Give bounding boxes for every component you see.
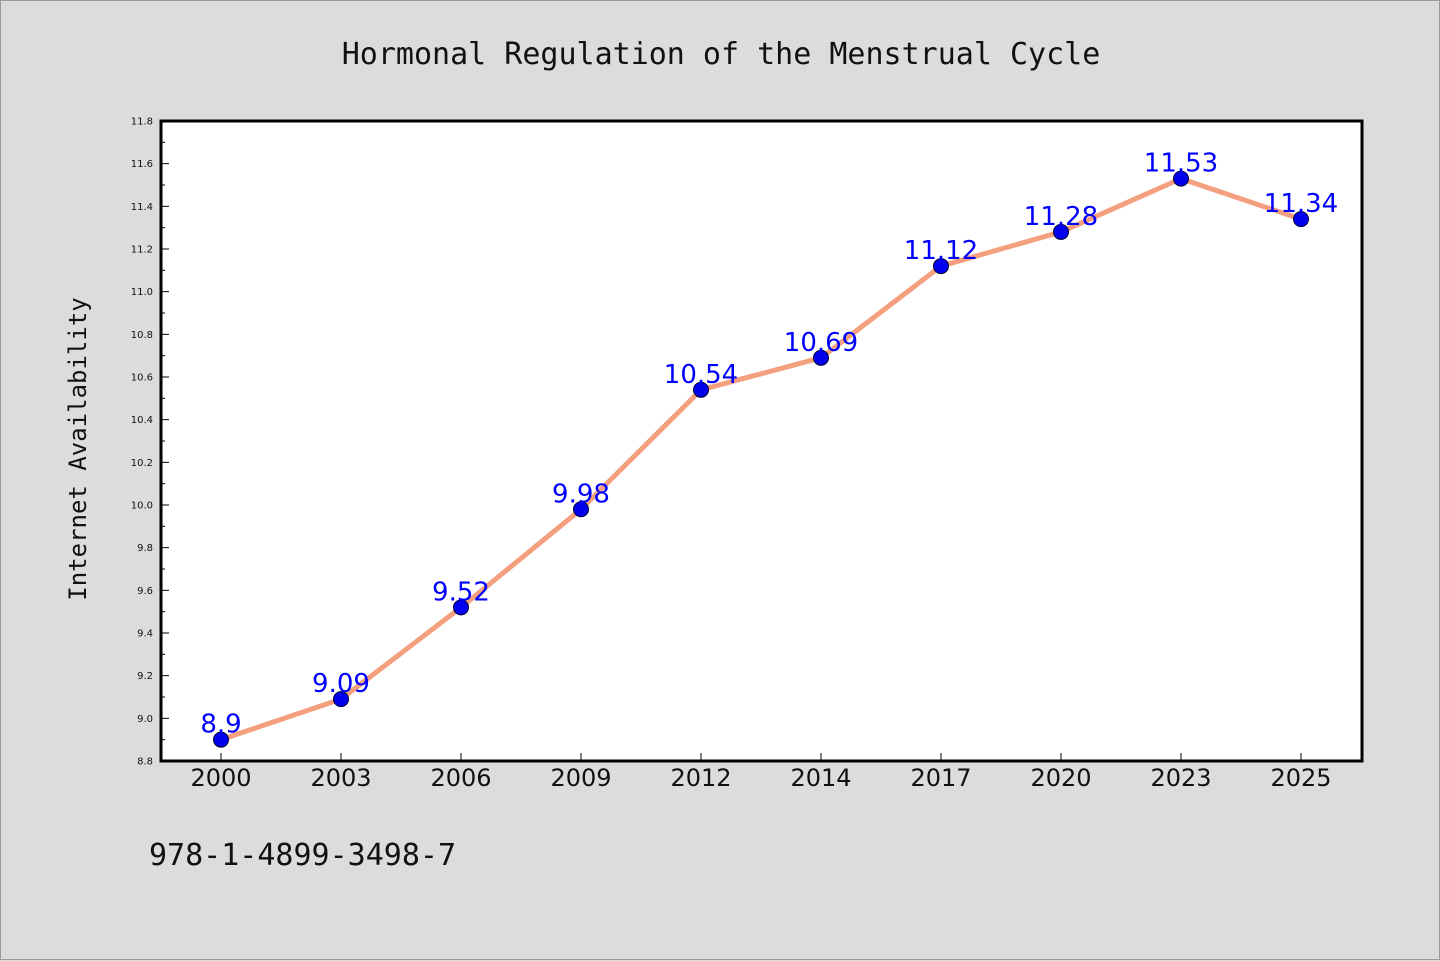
y-tick-label: 11.6 [131,159,153,170]
data-point [813,349,829,366]
y-tick-label: 11.4 [131,202,153,213]
data-label: 9.52 [432,577,490,607]
data-label: 9.98 [552,479,610,509]
y-tick-label: 9.6 [137,586,153,597]
y-tick-label: 10.0 [131,501,153,512]
y-axis-label: Internet Availability [64,297,92,600]
x-tick-label: 2014 [790,764,851,792]
data-point [213,731,229,748]
data-label: 11.53 [1144,149,1218,179]
chart-title: Hormonal Regulation of the Menstrual Cyc… [342,37,1101,72]
data-point [573,501,589,518]
series-line [218,176,1304,743]
data-label: 10.69 [784,328,858,358]
x-tick-label: 2012 [670,764,731,792]
data-label: 9.09 [312,669,370,699]
x-tick-label: 2020 [1030,764,1091,792]
y-tick-label: 11.2 [131,245,153,256]
x-tick-label: 2017 [910,764,971,792]
data-label: 11.12 [904,236,978,266]
x-tick-label: 2000 [190,764,251,792]
y-tick-label: 10.6 [131,373,153,384]
y-axis-ticks: 8.8 9.0 9.2 9.4 9.6 9.8 10.0 10.2 10.4 10.6 10.8 11… [131,117,169,768]
y-tick-label: 10.4 [131,415,153,426]
data-point [1293,211,1309,228]
data-label: 11.28 [1024,202,1098,232]
data-label: 8.9 [200,710,241,740]
x-tick-label: 2023 [1150,764,1211,792]
x-tick-label: 2006 [430,764,491,792]
y-tick-label: 10.8 [131,330,153,341]
data-point [1053,223,1069,240]
y-tick-label: 10.2 [131,458,153,469]
data-label: 11.34 [1264,189,1338,219]
x-tick-label: 2009 [550,764,611,792]
y-tick-label: 11.8 [131,117,153,128]
x-axis-ticks: 2000 2003 2006 2009 2012 2014 2017 2020 2023 2025 [190,753,1332,792]
y-tick-label: 11.0 [131,287,153,298]
y-tick-label: 9.0 [137,714,153,725]
y-tick-label: 9.4 [137,629,153,640]
data-point [333,691,349,708]
x-tick-label: 2025 [1270,764,1331,792]
data-labels: 8.9 9.09 9.52 9.98 10.54 10.69 11.12 11.28 11.53… [200,149,1338,740]
data-point [933,258,949,275]
x-tick-label: 2003 [310,764,371,792]
data-label: 10.54 [664,360,738,390]
data-point [453,599,469,616]
data-point [1173,170,1189,187]
y-tick-label: 9.2 [137,671,153,682]
y-tick-label: 9.8 [137,543,153,554]
series-layer [213,170,1309,748]
plot-area [159,119,1364,763]
footer-isbn: 978-1-4899-3498-7 [149,838,456,873]
y-tick-label: 8.8 [137,757,153,768]
data-point [693,381,709,398]
